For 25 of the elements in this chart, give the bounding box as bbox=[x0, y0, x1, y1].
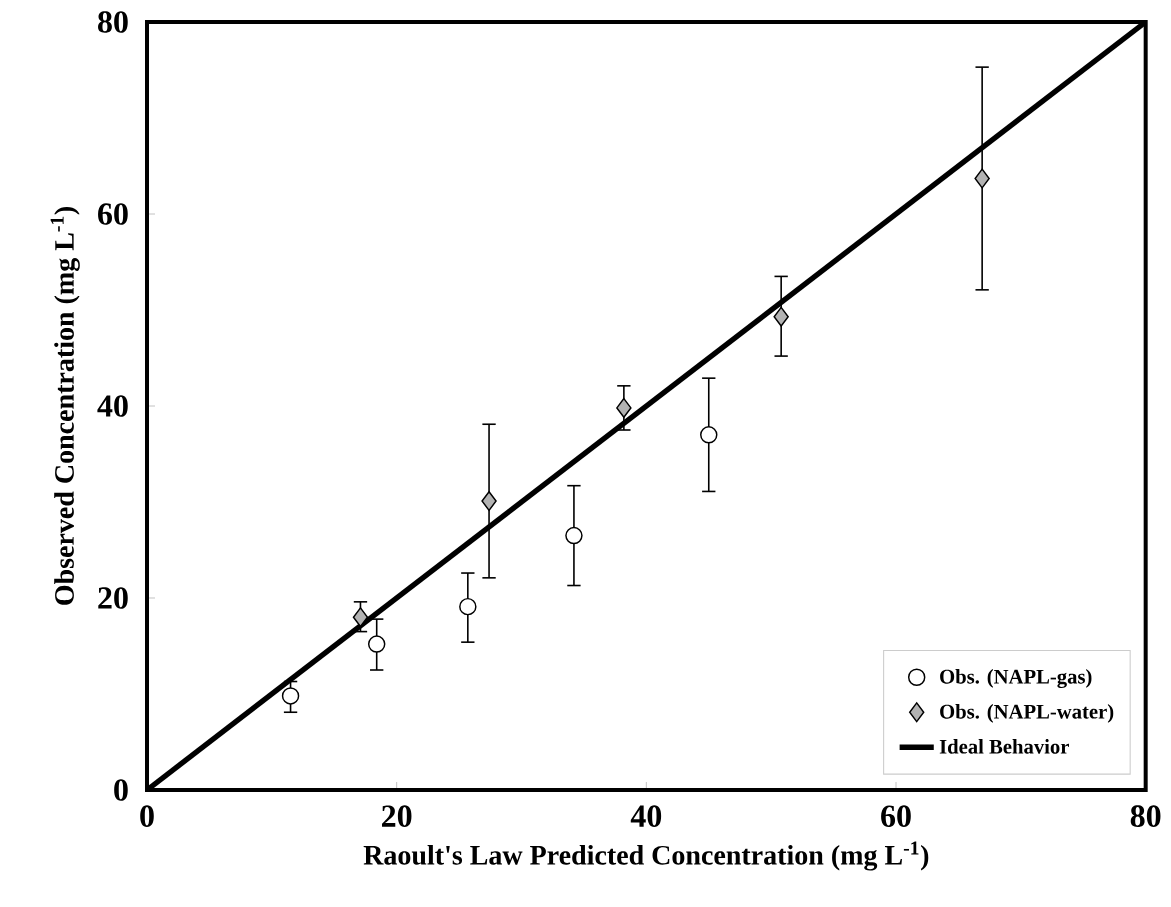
point bbox=[616, 397, 632, 418]
x-tick-label: 60 bbox=[881, 805, 911, 827]
point bbox=[773, 306, 789, 327]
point bbox=[459, 597, 477, 616]
legend-label: Obs. (NAPL-water) bbox=[940, 704, 1114, 723]
x-axis-title: Raoult's Law Predicted Concentration (mg L$^{-1}$) bbox=[363, 841, 929, 871]
point bbox=[481, 490, 497, 512]
y-tick-label: 40 bbox=[97, 395, 128, 417]
y-tick-label: 80 bbox=[98, 11, 128, 33]
point bbox=[974, 168, 990, 189]
point bbox=[281, 687, 300, 705]
point bbox=[352, 607, 369, 628]
y-tick-label: 60 bbox=[98, 203, 128, 225]
x-tick-label: 0 bbox=[140, 805, 154, 827]
x-tick-label: 20 bbox=[382, 805, 412, 827]
legend-label: Ideal Behavior bbox=[939, 739, 1069, 754]
point bbox=[700, 426, 718, 444]
y-tick-label: 0 bbox=[114, 779, 128, 801]
y-tick-label: 20 bbox=[98, 587, 128, 609]
x-tick-label: 40 bbox=[630, 805, 662, 827]
y-axis-title: Observed Concentration (mg L$^{-1}$) bbox=[50, 207, 80, 605]
point bbox=[367, 635, 386, 653]
x-tick-label: 80 bbox=[1130, 805, 1161, 827]
legend-label: Obs. (NAPL-gas) bbox=[940, 669, 1092, 688]
point bbox=[565, 526, 583, 545]
